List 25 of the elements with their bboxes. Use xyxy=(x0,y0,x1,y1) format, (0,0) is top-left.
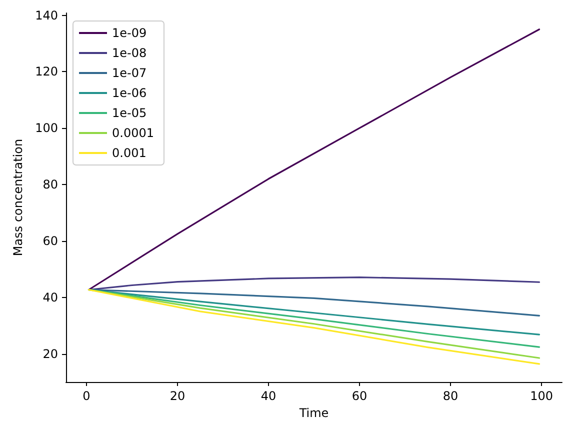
legend-label: 0.001 xyxy=(112,146,146,160)
y-axis-title: Mass concentration xyxy=(11,138,26,256)
legend-label: 1e-06 xyxy=(112,86,147,100)
x-tick-label: 20 xyxy=(170,389,186,403)
line-series xyxy=(88,28,540,291)
line-series xyxy=(88,276,540,291)
x-tick-label: 0 xyxy=(82,389,90,403)
legend-label: 1e-07 xyxy=(112,66,147,80)
x-axis-title: Time xyxy=(298,406,329,420)
y-tick-label: 40 xyxy=(42,290,58,304)
x-tick-label: 80 xyxy=(442,389,458,403)
y-tick-label: 20 xyxy=(42,346,58,361)
y-tick-label: 140 xyxy=(35,8,58,22)
x-tick-label: 40 xyxy=(260,389,276,403)
line-series xyxy=(88,288,540,348)
legend-label: 0.0001 xyxy=(112,126,154,140)
y-tick-label: 80 xyxy=(42,178,58,192)
legend-label: 1e-09 xyxy=(112,26,147,40)
y-tick-label: 100 xyxy=(35,121,58,136)
legend-label: 1e-05 xyxy=(112,106,147,120)
legend-label: 1e-08 xyxy=(112,46,147,60)
x-tick-label: 60 xyxy=(352,389,368,403)
x-tick-label: 100 xyxy=(530,389,553,403)
y-tick-label: 60 xyxy=(42,234,58,248)
y-tick-label: 120 xyxy=(35,64,58,79)
